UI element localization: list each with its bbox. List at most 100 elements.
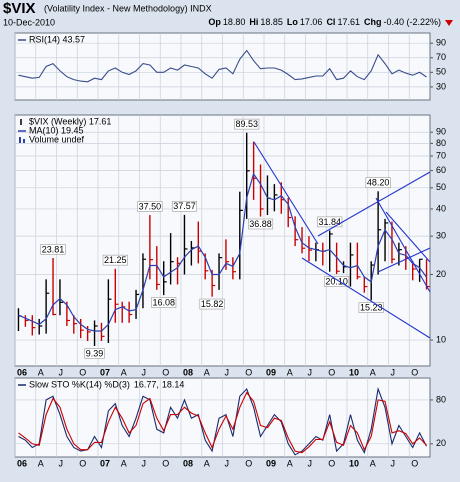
- symbol: $VIX: [3, 0, 36, 17]
- x-tick-label: 10: [349, 367, 359, 377]
- x-tick-label: A: [204, 367, 210, 377]
- annotation-box: [324, 276, 350, 287]
- x-tick-label: A: [121, 367, 127, 377]
- x-tick-label: 07: [100, 367, 110, 377]
- trend-line: [375, 197, 431, 293]
- y-tick-label: 40: [436, 203, 446, 213]
- x-tick-label: J: [142, 458, 147, 468]
- y-tick-label: 30: [436, 81, 446, 91]
- quote-value: 18.85: [260, 17, 283, 27]
- x-tick-label: O: [245, 367, 252, 377]
- quote-key: Op: [208, 17, 221, 27]
- trend-line: [385, 211, 431, 263]
- y-tick-label: 30: [436, 231, 446, 241]
- trend-lines: [253, 141, 431, 339]
- legend-entry: $VIX (Weekly) 17.61: [29, 116, 111, 126]
- down-arrow: [445, 20, 453, 26]
- y-tick-label: 10: [436, 334, 446, 344]
- annotation: 89.53: [235, 119, 258, 129]
- x-tick-label: J: [225, 367, 230, 377]
- x-tick-label: 07: [100, 458, 110, 468]
- annotation-box: [102, 254, 128, 266]
- x-tick-label: A: [287, 458, 293, 468]
- annotation-box: [199, 298, 225, 310]
- x-tick-label: A: [38, 367, 44, 377]
- legend-entry: MA(10) 19.45: [29, 125, 84, 135]
- x-tick-label: 06: [17, 367, 27, 377]
- x-tick-label: 09: [266, 367, 276, 377]
- annotation-box: [234, 118, 260, 130]
- quote-key: Hi: [249, 17, 258, 27]
- annotation: 15.23: [360, 303, 383, 313]
- legend-entry: Volume undef: [29, 134, 85, 144]
- legend-icon: [19, 137, 21, 143]
- x-tick-label: A: [287, 367, 293, 377]
- annotation: 23.81: [42, 244, 65, 254]
- quote-key: Chg: [364, 17, 382, 27]
- series-line: [18, 172, 427, 332]
- annotation: 36.88: [249, 219, 272, 229]
- x-tick-label: 09: [266, 458, 276, 468]
- trend-line: [377, 247, 431, 273]
- annotation-box: [171, 200, 197, 212]
- panel-title: Slow STO %K(14) %D(3): [29, 379, 130, 389]
- quote-value: 18.80: [223, 17, 246, 27]
- y-tick-label: 50: [436, 182, 446, 192]
- x-tick-label: J: [59, 367, 64, 377]
- series-line: [18, 391, 427, 454]
- annotation-box: [151, 297, 177, 308]
- panel-group: 90 70 50 30 RSI(14) 43.57: [14, 32, 446, 101]
- panel-title: RSI(14) 43.57: [29, 34, 85, 44]
- panel-group: 80 20 06 A J O 07 A J O 08 A J O 09 A J O 10 A J O Slow STO %K…: [14, 377, 446, 468]
- date: 10-Dec-2010: [3, 17, 55, 27]
- annotation-box: [84, 348, 105, 359]
- x-tick-label: O: [79, 367, 86, 377]
- x-tick-label: 10: [349, 458, 359, 468]
- x-tick-label: 08: [183, 367, 193, 377]
- x-tick-label: O: [328, 458, 335, 468]
- annotation-box: [365, 177, 391, 188]
- annotation: 21.25: [104, 255, 127, 265]
- x-tick-label: O: [411, 458, 418, 468]
- trend-line: [317, 171, 431, 237]
- quote-key: Lo: [287, 17, 298, 27]
- x-tick-label: O: [162, 458, 169, 468]
- annotation: 9.39: [86, 348, 104, 358]
- annotation: 20.10: [325, 276, 348, 286]
- legend-entry: 16.77,: [134, 379, 159, 389]
- x-tick-label: J: [59, 458, 64, 468]
- annotation: 37.50: [139, 201, 162, 211]
- x-tick-label: A: [370, 367, 376, 377]
- annotation-box: [40, 244, 66, 255]
- annotation: 48.20: [367, 178, 390, 188]
- x-tick-label: A: [38, 458, 44, 468]
- x-tick-label: O: [245, 458, 252, 468]
- quote-value: 17.61: [337, 17, 360, 27]
- instrument-name: (Volatility Index - New Methodology) IND…: [44, 3, 212, 13]
- x-tick-label: 08: [183, 458, 193, 468]
- x-tick-label: J: [225, 458, 230, 468]
- x-tick-label: J: [308, 367, 313, 377]
- legend-entry: 18.14: [162, 379, 185, 389]
- series-line: [18, 49, 427, 83]
- trend-line: [301, 257, 431, 339]
- y-tick-label: 80: [436, 138, 446, 148]
- y-tick-label: 60: [436, 165, 446, 175]
- y-tick-label: 80: [436, 394, 446, 404]
- y-tick-label: 20: [436, 438, 446, 448]
- legend-icon: [23, 139, 25, 143]
- x-tick-label: O: [162, 367, 169, 377]
- y-tick-label: 90: [436, 127, 446, 137]
- x-tick-label: A: [121, 458, 127, 468]
- x-tick-label: O: [79, 458, 86, 468]
- x-tick-label: J: [391, 458, 396, 468]
- x-tick-label: J: [142, 367, 147, 377]
- x-tick-label: O: [411, 367, 418, 377]
- annotation-box: [248, 218, 274, 230]
- annotation: 16.08: [152, 297, 175, 307]
- trend-line: [253, 141, 319, 245]
- x-tick-label: J: [391, 367, 396, 377]
- y-tick-label: 70: [436, 150, 446, 160]
